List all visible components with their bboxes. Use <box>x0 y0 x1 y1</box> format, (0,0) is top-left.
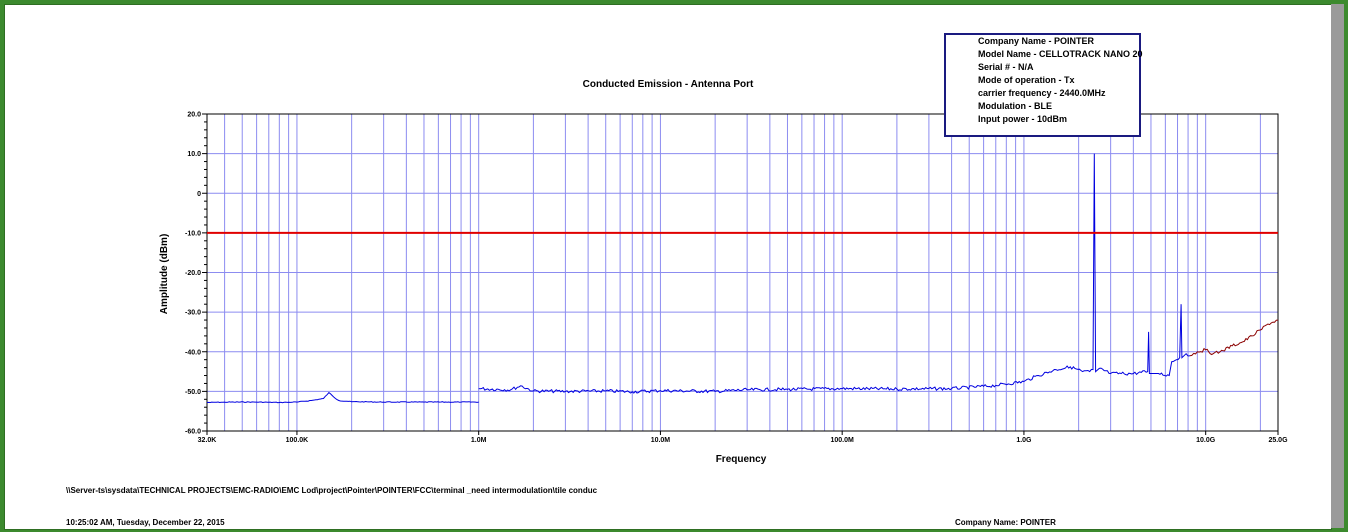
y-tick-label: 0 <box>197 191 201 198</box>
x-tick-label: 100.0K <box>286 437 309 444</box>
y-tick-label: 20.0 <box>187 112 201 119</box>
file-path: \\Server-ts\sysdata\TECHNICAL PROJECTS\E… <box>66 486 598 495</box>
info-carrier: carrier frequency - 2440.0MHz <box>978 88 1106 98</box>
y-tick-labels: 20.0 10.0 0 -10.0 -20.0 -30.0 -40.0 -50.0 -60.0 <box>185 112 201 436</box>
side-scrollbar[interactable] <box>1331 4 1344 528</box>
footer-company: Company Name: POINTER <box>955 518 1056 527</box>
info-mode: Mode of operation - Tx <box>978 75 1075 85</box>
series-3-line <box>1189 319 1279 357</box>
x-tick-label: 1.0G <box>1016 437 1032 444</box>
info-box: Company Name - POINTER Model Name - CELL… <box>944 33 1143 137</box>
timestamp: 10:25:02 AM, Tuesday, December 22, 2015 <box>66 518 225 527</box>
y-tick-label: -20.0 <box>185 270 201 277</box>
horizontal-gridlines <box>207 113 1278 432</box>
y-axis-label: Amplitude (dBm) <box>159 234 170 315</box>
info-power: Input power - 10dBm <box>978 114 1068 124</box>
x-axis-label: Frequency <box>716 454 767 465</box>
info-serial: Serial # - N/A <box>978 62 1034 72</box>
x-tick-label: 32.0K <box>198 437 217 444</box>
series-2-line <box>478 153 1191 394</box>
info-modulation: Modulation - BLE <box>978 101 1052 111</box>
x-tick-labels: 32.0K 100.0K 1.0M 10.0M 100.0M 1.0G 10.0G 25.0G <box>198 431 1288 444</box>
x-tick-label: 100.0M <box>831 437 855 444</box>
minor-ticks <box>202 113 207 432</box>
y-tick-label: -30.0 <box>185 310 201 317</box>
y-tick-label: -50.0 <box>185 389 201 396</box>
y-tick-label: 10.0 <box>187 151 201 158</box>
series-group <box>206 153 1279 404</box>
series-1-line <box>206 391 479 404</box>
info-company: Company Name - POINTER <box>978 36 1095 46</box>
y-tick-label: -10.0 <box>185 230 201 237</box>
y-tick-label: -60.0 <box>185 429 201 436</box>
info-model: Model Name - CELLOTRACK NANO 20 <box>978 49 1143 59</box>
chart-title: Conducted Emission - Antenna Port <box>583 79 754 90</box>
x-tick-label: 10.0M <box>651 437 671 444</box>
x-tick-label: 25.0G <box>1268 437 1288 444</box>
x-tick-label: 1.0M <box>471 437 487 444</box>
y-tick-label: -40.0 <box>185 349 201 356</box>
x-tick-label: 10.0G <box>1196 437 1216 444</box>
